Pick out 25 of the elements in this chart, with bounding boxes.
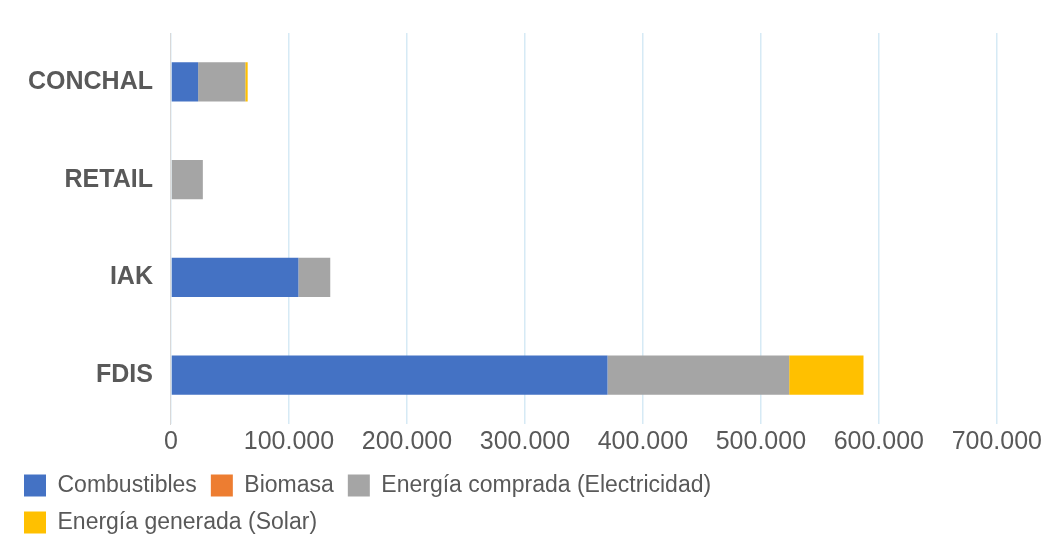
bar [607,355,790,395]
bar [298,257,331,297]
x-tick-label: 600.000 [833,425,925,454]
bar [171,160,203,200]
bar [245,62,248,102]
bar [789,355,864,395]
y-tick-label: FDIS [96,359,153,388]
y-tick-label: RETAIL [64,163,153,192]
bar [171,257,299,297]
x-tick-label: 400.000 [597,425,689,454]
x-tick-label: 100.000 [243,425,335,454]
legend-label: Biomasa [244,470,335,497]
y-tick-label: CONCHAL [27,65,153,94]
x-tick-label: 300.000 [479,425,571,454]
bar [171,62,199,102]
legend-label: Energía comprada (Electricidad) [381,470,712,497]
y-tick-label: IAK [109,261,153,290]
legend-label: Combustibles [57,470,197,497]
x-tick-label: 200.000 [361,425,453,454]
x-tick-label: 0 [164,425,178,454]
x-tick-label: 700.000 [951,425,1042,454]
bar [171,355,608,395]
bar [198,62,246,102]
legend-label: Energía generada (Solar) [57,507,318,534]
x-tick-label: 500.000 [715,425,807,454]
